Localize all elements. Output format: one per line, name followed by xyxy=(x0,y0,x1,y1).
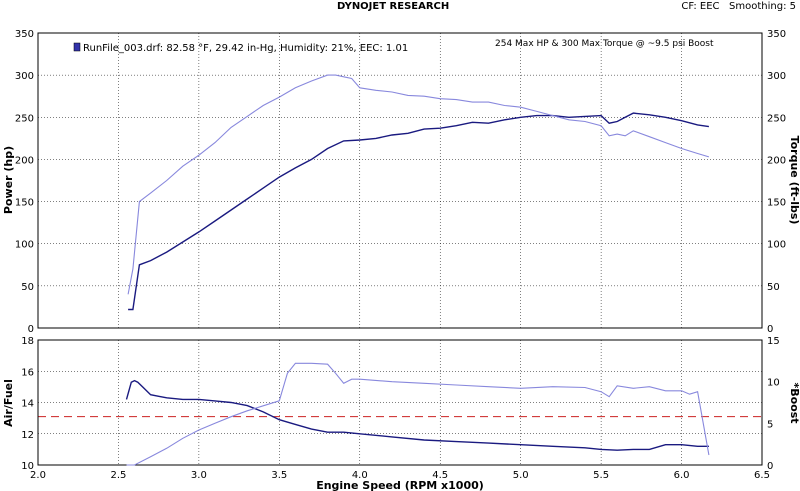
y2-tick-label: 50 xyxy=(767,282,780,293)
y-tick-label: 18 xyxy=(21,336,34,347)
x-tick-label: 3.0 xyxy=(191,470,207,481)
y-tick-label: 16 xyxy=(21,367,34,378)
power-torque-series xyxy=(127,74,710,311)
x-tick-label: 6.5 xyxy=(754,470,770,481)
x-tick-label: 4.5 xyxy=(432,470,448,481)
y-tick-label: 150 xyxy=(15,198,34,209)
y2-tick-label: 100 xyxy=(767,240,786,251)
header-info: CF: EEC Smoothing: 5 xyxy=(681,1,796,12)
power-torque-frame xyxy=(37,32,763,329)
y2-tick-label: 5 xyxy=(767,419,773,430)
y-tick-label: 300 xyxy=(15,71,34,82)
af-boost-frame xyxy=(37,339,763,466)
boost-line xyxy=(126,362,710,466)
power-torque-grid xyxy=(38,33,762,328)
y-tick-label: 10 xyxy=(21,461,34,472)
legend-swatch xyxy=(73,42,81,52)
y-tick-label: 100 xyxy=(15,240,34,251)
boost-axis-ticks: 0 5 10 15 xyxy=(767,336,780,472)
x-tick-label: 5.0 xyxy=(513,470,529,481)
y2-tick-label: 300 xyxy=(767,71,786,82)
x-tick-label: 6.0 xyxy=(674,470,690,481)
y-tick-label: 200 xyxy=(15,155,34,166)
af-axis-ticks: 10 12 14 16 18 xyxy=(21,336,34,472)
y2-tick-label: 0 xyxy=(767,461,773,472)
rpm-axis-label: Engine Speed (RPM x1000) xyxy=(316,479,484,491)
rpm-axis-ticks: 2.0 2.5 3.0 3.5 4.0 4.5 5.0 5.5 6.0 6.5 xyxy=(30,470,770,481)
y2-tick-label: 0 xyxy=(767,324,773,335)
af-boost-grid xyxy=(38,340,762,465)
x-tick-label: 2.5 xyxy=(110,470,126,481)
x-tick-label: 4.0 xyxy=(352,470,368,481)
power-axis-ticks: 0 50 100 150 200 250 300 350 xyxy=(15,29,34,335)
torque-line xyxy=(127,74,710,295)
legend-entry: RunFile_003.drf: 82.58 °F, 29.42 in-Hg, … xyxy=(83,43,408,54)
power-line xyxy=(128,112,710,311)
x-tick-label: 3.5 xyxy=(271,470,287,481)
af-boost-series xyxy=(125,362,710,466)
power-axis-label: Power (hp) xyxy=(2,146,15,214)
x-tick-label: 2.0 xyxy=(30,470,46,481)
boost-axis-label: *Boost xyxy=(788,382,800,423)
y2-tick-label: 350 xyxy=(767,29,786,40)
y-tick-label: 350 xyxy=(15,29,34,40)
air-fuel-line xyxy=(125,379,709,451)
y-tick-label: 50 xyxy=(21,282,34,293)
torque-axis-label: Torque (ft-lbs) xyxy=(788,136,800,225)
y-tick-label: 0 xyxy=(28,324,34,335)
y2-tick-label: 250 xyxy=(767,113,786,124)
y2-tick-label: 10 xyxy=(767,378,780,389)
header-title: DYNOJET RESEARCH xyxy=(337,1,450,12)
x-tick-label: 5.5 xyxy=(593,470,609,481)
y-tick-label: 250 xyxy=(15,113,34,124)
y-tick-label: 12 xyxy=(21,430,34,441)
chart-annotation: 254 Max HP & 300 Max Torque @ ~9.5 psi B… xyxy=(495,39,714,49)
y-tick-label: 14 xyxy=(21,399,34,410)
af-axis-label: Air/Fuel xyxy=(2,379,15,427)
y2-tick-label: 200 xyxy=(767,155,786,166)
torque-axis-ticks: 0 50 100 150 200 250 300 350 xyxy=(767,29,786,335)
y2-tick-label: 15 xyxy=(767,336,780,347)
y2-tick-label: 150 xyxy=(767,198,786,209)
